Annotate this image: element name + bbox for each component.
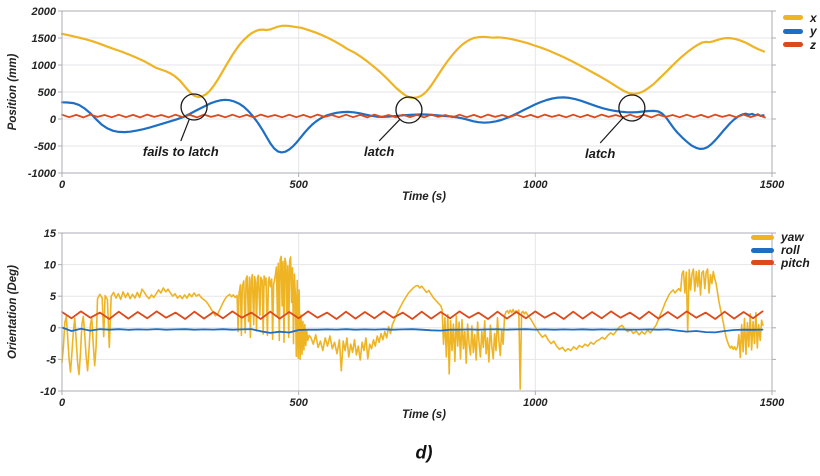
- orientation-y-tick-label: 5: [50, 291, 57, 303]
- annotation-label: latch: [364, 144, 394, 159]
- orientation-x-tick-label: 0: [59, 397, 66, 409]
- orientation-x-axis-label: Time (s): [402, 409, 446, 421]
- position-y-axis-label: Position (mm): [7, 53, 19, 131]
- annotation-leader-line: [599, 117, 624, 144]
- legend-label: x: [810, 10, 817, 25]
- position-y-tick-label: 0: [50, 114, 57, 126]
- orientation-series-roll-line: [61, 326, 764, 334]
- position-series-z-line: [61, 113, 766, 119]
- orientation-legend: yaw roll pitch: [751, 231, 810, 269]
- orientation-plot-box: [61, 232, 773, 392]
- annotation-label: latch: [585, 146, 615, 161]
- z-series-swatch: [783, 42, 803, 48]
- orientation-y-tick-label: -5: [46, 354, 57, 366]
- orientation-series-pitch-line: [61, 310, 764, 320]
- orientation-series-yaw-line: [61, 255, 764, 390]
- legend-item-x: x: [783, 11, 817, 25]
- position-x-tick-label: 0: [59, 179, 66, 191]
- orientation-x-tick-label: 1000: [523, 397, 548, 409]
- legend-item-pitch: pitch: [751, 257, 810, 270]
- orientation-y-axis-label: Orientation (Deg): [7, 265, 19, 359]
- orientation-y-tick-label: 15: [44, 228, 57, 240]
- yaw-series-swatch: [751, 234, 774, 240]
- position-y-tick-label: -1000: [28, 168, 57, 180]
- position-y-tick-label: 2000: [31, 6, 57, 18]
- annotation-leader-line: [180, 118, 190, 142]
- orientation-y-tick-label: 0: [50, 323, 57, 335]
- figure-caption: d): [415, 442, 433, 463]
- x-series-swatch: [783, 15, 803, 21]
- position-y-tick-label: -500: [34, 141, 57, 153]
- orientation-x-tick-label: 500: [289, 397, 308, 409]
- legend-item-roll: roll: [751, 244, 810, 257]
- legend-item-y: y: [783, 25, 817, 39]
- legend-label: yaw: [781, 230, 804, 245]
- pitch-series-swatch: [751, 260, 774, 266]
- legend-label: z: [810, 37, 816, 52]
- legend-label: roll: [781, 243, 800, 258]
- position-y-tick-label: 1500: [32, 33, 57, 45]
- orientation-y-tick-label: -10: [40, 386, 57, 398]
- annotation-leader-line: [378, 118, 401, 142]
- orientation-y-tick-label: 10: [44, 260, 57, 272]
- y-series-swatch: [783, 28, 803, 34]
- position-x-tick-label: 1500: [760, 179, 785, 191]
- annotation-circle: [180, 93, 208, 121]
- position-x-tick-label: 1000: [523, 179, 548, 191]
- annotation-circle: [618, 94, 646, 122]
- legend-label: y: [810, 24, 817, 39]
- orientation-x-tick-label: 1500: [760, 397, 785, 409]
- position-x-tick-label: 500: [289, 179, 308, 191]
- legend-label: pitch: [781, 255, 810, 270]
- roll-series-swatch: [751, 247, 774, 253]
- position-x-axis-label: Time (s): [402, 191, 446, 203]
- legend-item-z: z: [783, 38, 817, 52]
- position-series-x-line: [60, 24, 766, 99]
- annotation-circle: [395, 96, 423, 124]
- position-legend: x y z: [783, 11, 817, 52]
- position-y-tick-label: 500: [38, 87, 57, 99]
- position-y-tick-label: 1000: [32, 60, 57, 72]
- annotation-label: fails to latch: [143, 144, 219, 159]
- legend-item-yaw: yaw: [751, 231, 810, 244]
